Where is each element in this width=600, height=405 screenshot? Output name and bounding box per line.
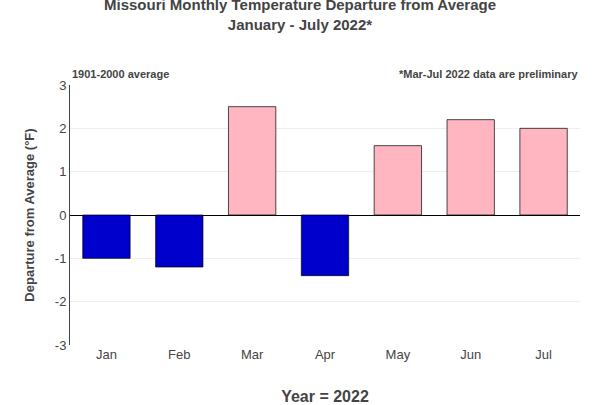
svg-text:2: 2 [59,121,66,136]
svg-text:-2: -2 [55,294,67,309]
svg-text:Mar: Mar [241,347,264,362]
svg-text:Feb: Feb [168,347,190,362]
svg-text:3: 3 [59,78,66,93]
svg-text:Jan: Jan [96,347,117,362]
svg-text:Year = 2022: Year = 2022 [281,388,369,405]
svg-text:1901-2000 average: 1901-2000 average [72,68,169,80]
svg-text:*Mar-Jul 2022 data are prelimi: *Mar-Jul 2022 data are preliminary [399,68,578,80]
svg-text:1: 1 [59,164,66,179]
svg-text:0: 0 [59,208,66,223]
svg-text:Apr: Apr [315,347,336,362]
svg-text:-3: -3 [55,338,67,353]
svg-text:-1: -1 [55,251,67,266]
svg-text:Jul: Jul [535,347,552,362]
svg-text:Jun: Jun [460,347,481,362]
svg-text:May: May [386,347,411,362]
svg-text:Missouri Monthly Temperature D: Missouri Monthly Temperature Departure f… [104,0,496,33]
svg-text:Departure from Average (°F): Departure from Average (°F) [22,128,37,301]
